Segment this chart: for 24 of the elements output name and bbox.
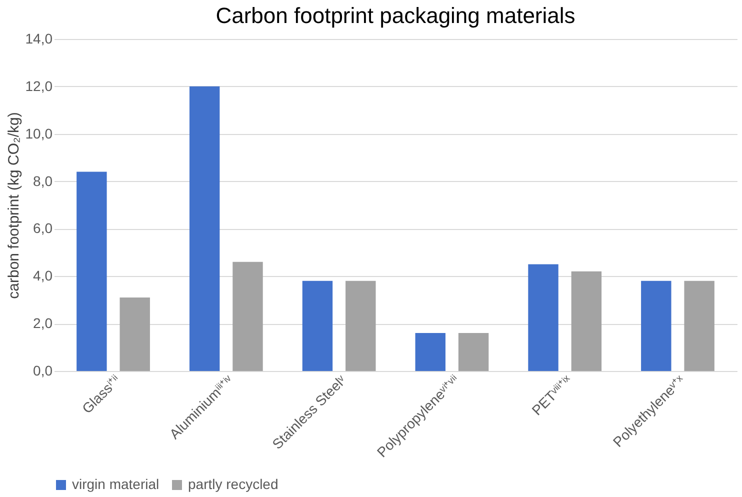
- bar: [346, 280, 376, 371]
- bar: [302, 280, 333, 371]
- bar: [571, 271, 602, 371]
- y-tick-label: 4,0: [33, 268, 53, 284]
- y-axis-title: carbon footprint (kg CO₂/kg): [5, 112, 22, 299]
- bar: [458, 333, 489, 371]
- legend-label: virgin material: [72, 476, 160, 492]
- y-tick-label: 14,0: [25, 30, 53, 46]
- legend-label: partly recycled: [188, 476, 278, 492]
- chart-title: Carbon footprint packaging materials: [216, 3, 576, 28]
- bar: [189, 86, 220, 371]
- bar: [415, 333, 446, 371]
- y-tick-label: 6,0: [33, 220, 53, 236]
- bar: [76, 172, 107, 371]
- y-tick-label: 2,0: [33, 315, 53, 332]
- y-tick-label: 12,0: [25, 78, 53, 94]
- bar: [641, 280, 672, 371]
- bar: [232, 262, 263, 371]
- y-tick-label: 8,0: [33, 172, 53, 189]
- bar: [528, 264, 558, 371]
- bar: [684, 280, 714, 371]
- y-tick-label: 10,0: [25, 125, 53, 142]
- bar: [120, 297, 150, 371]
- y-tick-label: 0,0: [33, 362, 53, 378]
